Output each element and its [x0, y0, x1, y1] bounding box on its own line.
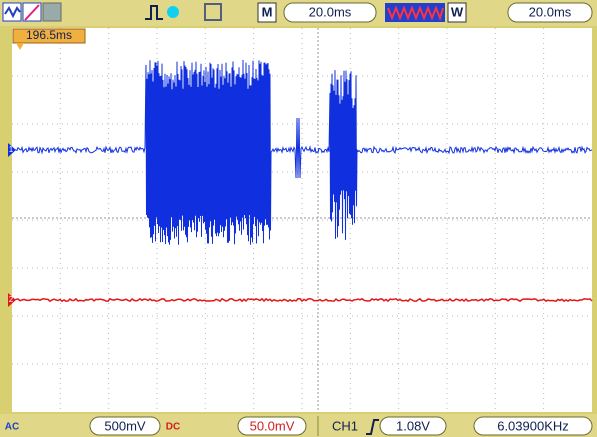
ch1-trace [15, 59, 593, 245]
ch1-scale: 500mV [104, 418, 146, 433]
trigger-time: 196.5ms [26, 28, 72, 42]
ch2-trace [15, 297, 593, 303]
timebase-label: M [262, 4, 273, 19]
window-indicator-glyph [387, 5, 444, 22]
trigger-time-box [12, 28, 86, 44]
ch1-marker-shape [8, 143, 16, 157]
timebase-pill [283, 2, 377, 23]
ch2-marker-shape [8, 293, 16, 307]
ch2-scale: 50.0mV [250, 418, 295, 433]
trigger-level-pill [379, 416, 447, 436]
timebase: 20.0ms [309, 4, 352, 19]
trigger-source: CH1 [332, 418, 358, 433]
ch1-coupling: AC [5, 422, 19, 433]
icon-status [167, 6, 179, 18]
frequency: 6.03900KHz [497, 418, 569, 433]
window-label-box [447, 2, 467, 23]
trigger-pointer [16, 43, 24, 50]
frequency-pill [473, 416, 593, 436]
timebase-label-box [257, 2, 277, 23]
grid [12, 28, 592, 412]
ch2-scale-pill [237, 416, 307, 436]
icon-save [204, 3, 222, 21]
ch2-marker: 2 [9, 295, 14, 304]
icon-trigger-edge [145, 5, 163, 20]
trigger-level: 1.08V [396, 418, 430, 433]
ch1-marker: 1 [9, 145, 14, 154]
window-label: W [451, 4, 464, 19]
window-timebase-pill [507, 2, 593, 23]
window-timebase: 20.0ms [529, 4, 572, 19]
ch1-scale-pill [89, 416, 161, 436]
icon-ref [42, 2, 62, 22]
icon-math-glyph [24, 4, 40, 21]
trigger-slope [366, 419, 379, 435]
ch2-coupling: DC [166, 422, 180, 433]
icon-wave-glyph [4, 6, 21, 19]
